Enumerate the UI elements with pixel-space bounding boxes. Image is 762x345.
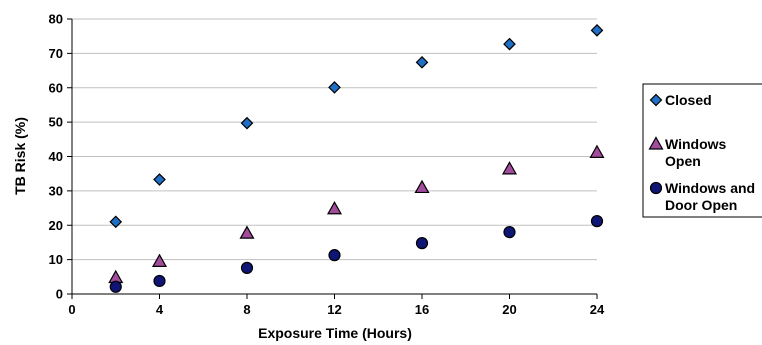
data-point-triangle [326,201,343,215]
data-point-circle [240,261,254,274]
data-point-circle [503,226,516,239]
data-point-circle [590,215,604,228]
y-tick-label: 30 [49,183,63,198]
x-axis-title: Exposure Time (Hours) [258,325,412,341]
legend-marker-diamond [649,93,663,107]
y-tick-label: 10 [49,252,63,267]
x-tick-label: 0 [68,302,75,317]
data-point-circle [415,237,429,250]
data-point-diamond [109,215,123,229]
x-tick-label: 12 [327,302,341,317]
x-tick-label: 4 [156,302,164,317]
y-tick-label: 0 [56,287,63,302]
gridlines [72,18,597,261]
x-tick-label: 24 [590,302,605,317]
data-point-triangle [151,253,168,267]
data-point-diamond [415,55,429,69]
legend-label: Windows and [665,180,755,196]
axes [67,18,598,299]
x-tick-label: 8 [243,302,250,317]
data-point-diamond [240,116,254,130]
y-tick-label: 40 [49,149,63,164]
data-point-diamond [153,173,166,186]
x-tick-label: 20 [502,302,516,317]
legend-label: Door Open [665,197,737,213]
data-point-triangle [589,144,605,158]
y-tick-label: 50 [49,115,63,130]
data-points [108,23,605,293]
legend-marker-triangle [648,136,664,150]
data-point-circle [328,249,341,262]
data-point-diamond [590,23,604,37]
legend-box [642,83,762,218]
y-tick-label: 60 [49,80,63,95]
legend-label: Closed [665,92,712,108]
y-tick-labels: 0 10 20 30 40 50 60 70 80 [49,12,63,302]
legend-label: Open [665,153,701,169]
y-tick-label: 70 [49,46,63,61]
data-point-triangle [239,225,255,239]
x-tick-labels: 0 4 8 12 16 20 24 [68,302,605,317]
data-point-circle [153,274,166,288]
data-point-circle [109,280,122,293]
data-point-triangle [414,179,430,194]
y-axis-title: TB Risk (%) [12,117,28,195]
legend-label: Windows [665,136,727,152]
y-tick-label: 80 [49,12,63,27]
legend-marker-circle [649,181,663,195]
data-point-diamond [503,37,516,51]
data-point-triangle [501,161,518,175]
y-tick-label: 20 [49,218,63,233]
x-tick-label: 16 [415,302,429,317]
data-point-diamond [328,81,341,94]
